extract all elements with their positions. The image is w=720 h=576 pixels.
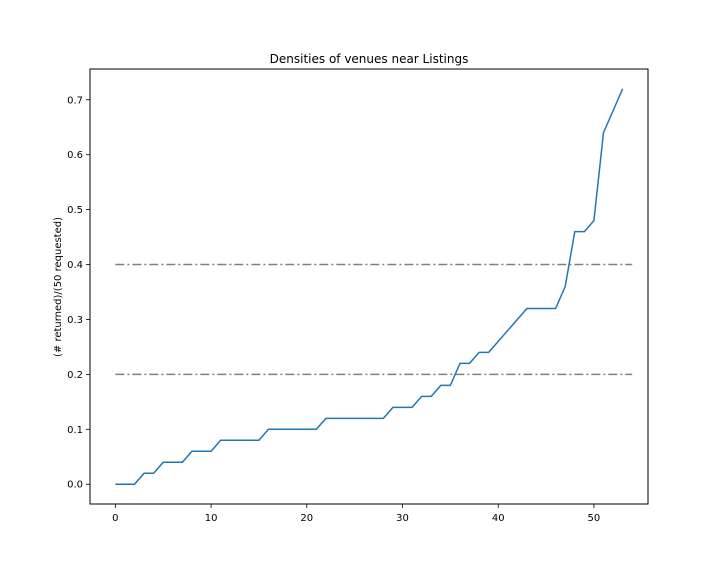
y-tick-label: 0.5 <box>67 205 83 216</box>
x-tick-label: 10 <box>205 513 218 524</box>
x-tick-label: 20 <box>300 513 313 524</box>
series-line <box>115 88 624 485</box>
series-group <box>115 88 624 485</box>
reference-lines <box>115 263 633 376</box>
plot-frame <box>89 68 649 505</box>
x-tick-label: 0 <box>112 513 118 524</box>
y-tick-label: 0.7 <box>67 95 83 106</box>
y-tick-label: 0.1 <box>67 425 83 436</box>
y-tick-label: 0.2 <box>67 370 83 381</box>
x-tick-label: 50 <box>588 513 601 524</box>
x-tick-label: 30 <box>396 513 409 524</box>
chart-title: Densities of venues near Listings <box>270 52 469 66</box>
y-axis-ticks: 0.0 0.1 0.2 0.3 0.4 0.5 0.6 0.7 <box>67 95 90 491</box>
x-tick-label: 40 <box>492 513 505 524</box>
y-axis-label: (# returned)/(50 requested) <box>53 217 64 357</box>
y-tick-label: 0.4 <box>67 260 83 271</box>
y-tick-label: 0.6 <box>67 150 83 161</box>
y-tick-label: 0.3 <box>67 315 83 326</box>
y-tick-label: 0.0 <box>67 480 83 491</box>
x-axis-ticks: 0 10 20 30 40 50 <box>112 504 600 524</box>
